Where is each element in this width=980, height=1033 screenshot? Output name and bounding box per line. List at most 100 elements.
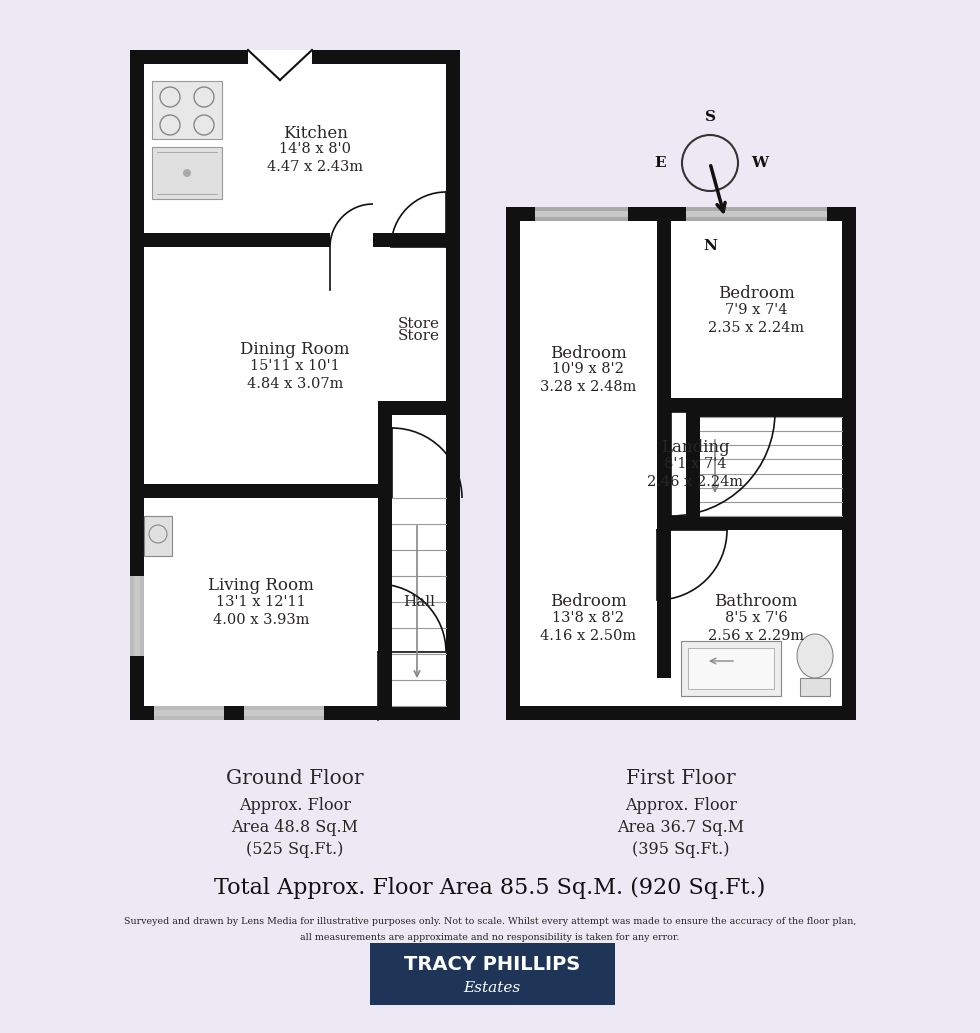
- Text: 13'1 x 12'11: 13'1 x 12'11: [217, 595, 306, 609]
- Text: Hall: Hall: [403, 595, 435, 609]
- Text: Bedroom: Bedroom: [717, 285, 795, 303]
- Bar: [681, 641, 781, 696]
- Bar: [506, 706, 856, 720]
- Bar: [373, 233, 446, 247]
- Text: TRACY PHILLIPS: TRACY PHILLIPS: [404, 956, 580, 974]
- Bar: [800, 678, 830, 696]
- Text: 14'8 x 8'0: 14'8 x 8'0: [279, 142, 351, 156]
- Bar: [657, 221, 671, 678]
- Text: 15'11 x 10'1: 15'11 x 10'1: [250, 359, 340, 373]
- Bar: [244, 716, 324, 720]
- Bar: [144, 498, 378, 706]
- Bar: [506, 207, 856, 221]
- Bar: [312, 50, 446, 64]
- Bar: [520, 221, 657, 516]
- Bar: [671, 221, 842, 398]
- Text: Kitchen: Kitchen: [282, 125, 348, 142]
- Bar: [535, 207, 628, 211]
- Text: Area 48.8 Sq.M: Area 48.8 Sq.M: [231, 819, 359, 837]
- Text: (395 Sq.Ft.): (395 Sq.Ft.): [632, 842, 730, 858]
- Text: 10'9 x 8'2: 10'9 x 8'2: [552, 362, 624, 376]
- Text: Area 36.7 Sq.M: Area 36.7 Sq.M: [617, 819, 745, 837]
- Bar: [657, 516, 842, 530]
- Bar: [686, 207, 827, 221]
- Text: Approx. Floor: Approx. Floor: [239, 797, 351, 814]
- Bar: [842, 207, 856, 720]
- Bar: [506, 207, 856, 720]
- Bar: [370, 943, 615, 1005]
- Bar: [130, 576, 134, 656]
- Text: E: E: [655, 156, 665, 170]
- Text: Estates: Estates: [464, 980, 520, 995]
- Text: 4.16 x 2.50m: 4.16 x 2.50m: [540, 629, 636, 643]
- Bar: [330, 233, 373, 247]
- Text: Living Room: Living Room: [208, 577, 314, 595]
- Text: N: N: [703, 239, 717, 253]
- Text: Surveyed and drawn by Lens Media for illustrative purposes only. Not to scale. W: Surveyed and drawn by Lens Media for ill…: [123, 916, 857, 926]
- Bar: [686, 217, 827, 221]
- Bar: [378, 401, 446, 415]
- Bar: [535, 207, 628, 221]
- Text: S: S: [705, 109, 715, 124]
- Bar: [130, 50, 144, 720]
- Bar: [657, 398, 842, 412]
- Bar: [686, 207, 827, 221]
- Text: 2.35 x 2.24m: 2.35 x 2.24m: [708, 321, 804, 335]
- Text: 4.00 x 3.93m: 4.00 x 3.93m: [213, 613, 310, 627]
- Bar: [520, 530, 671, 706]
- Text: Total Approx. Floor Area 85.5 Sq.M. (920 Sq.Ft.): Total Approx. Floor Area 85.5 Sq.M. (920…: [215, 877, 765, 899]
- Bar: [378, 415, 392, 498]
- Bar: [130, 50, 248, 64]
- Bar: [686, 403, 842, 417]
- Text: 2.46 x 2.24m: 2.46 x 2.24m: [647, 475, 743, 489]
- Circle shape: [183, 169, 191, 177]
- Bar: [378, 498, 392, 720]
- Bar: [671, 530, 842, 706]
- Bar: [535, 217, 628, 221]
- Text: W: W: [752, 156, 768, 170]
- Text: Store: Store: [398, 317, 440, 331]
- Text: all measurements are approximate and no responsibility is taken for any error.: all measurements are approximate and no …: [300, 933, 680, 941]
- Bar: [130, 233, 330, 247]
- Bar: [130, 50, 460, 720]
- Bar: [392, 415, 446, 484]
- Bar: [154, 706, 224, 720]
- Text: 2.56 x 2.29m: 2.56 x 2.29m: [708, 629, 804, 643]
- Text: 4.84 x 3.07m: 4.84 x 3.07m: [247, 377, 343, 392]
- Text: First Floor: First Floor: [626, 769, 736, 787]
- Bar: [130, 576, 144, 656]
- Bar: [130, 484, 378, 498]
- Text: Ground Floor: Ground Floor: [226, 769, 364, 787]
- Bar: [506, 207, 520, 720]
- Text: 8'1 x 7'4: 8'1 x 7'4: [663, 457, 726, 471]
- Bar: [144, 64, 446, 233]
- Bar: [144, 233, 446, 498]
- Text: 4.47 x 2.43m: 4.47 x 2.43m: [267, 160, 363, 174]
- Bar: [535, 207, 628, 221]
- Bar: [244, 706, 324, 720]
- Text: Store: Store: [398, 328, 440, 343]
- Text: 7'9 x 7'4: 7'9 x 7'4: [725, 303, 787, 317]
- Bar: [130, 706, 460, 720]
- Bar: [152, 147, 222, 199]
- Bar: [130, 484, 378, 498]
- Text: 13'8 x 8'2: 13'8 x 8'2: [552, 611, 624, 625]
- Text: Dining Room: Dining Room: [240, 342, 350, 358]
- Text: Bathroom: Bathroom: [714, 594, 798, 611]
- Bar: [392, 498, 446, 706]
- Bar: [686, 207, 827, 211]
- Bar: [140, 576, 144, 656]
- Bar: [671, 412, 842, 516]
- Bar: [152, 81, 222, 139]
- Bar: [144, 247, 446, 484]
- Text: Bedroom: Bedroom: [550, 344, 626, 362]
- Bar: [688, 648, 774, 689]
- Bar: [446, 50, 460, 720]
- Bar: [686, 417, 700, 516]
- Bar: [144, 516, 172, 556]
- Bar: [244, 706, 324, 710]
- Text: Approx. Floor: Approx. Floor: [625, 797, 737, 814]
- Text: 3.28 x 2.48m: 3.28 x 2.48m: [540, 380, 636, 394]
- Text: (525 Sq.Ft.): (525 Sq.Ft.): [246, 842, 344, 858]
- Text: Landing: Landing: [661, 439, 729, 457]
